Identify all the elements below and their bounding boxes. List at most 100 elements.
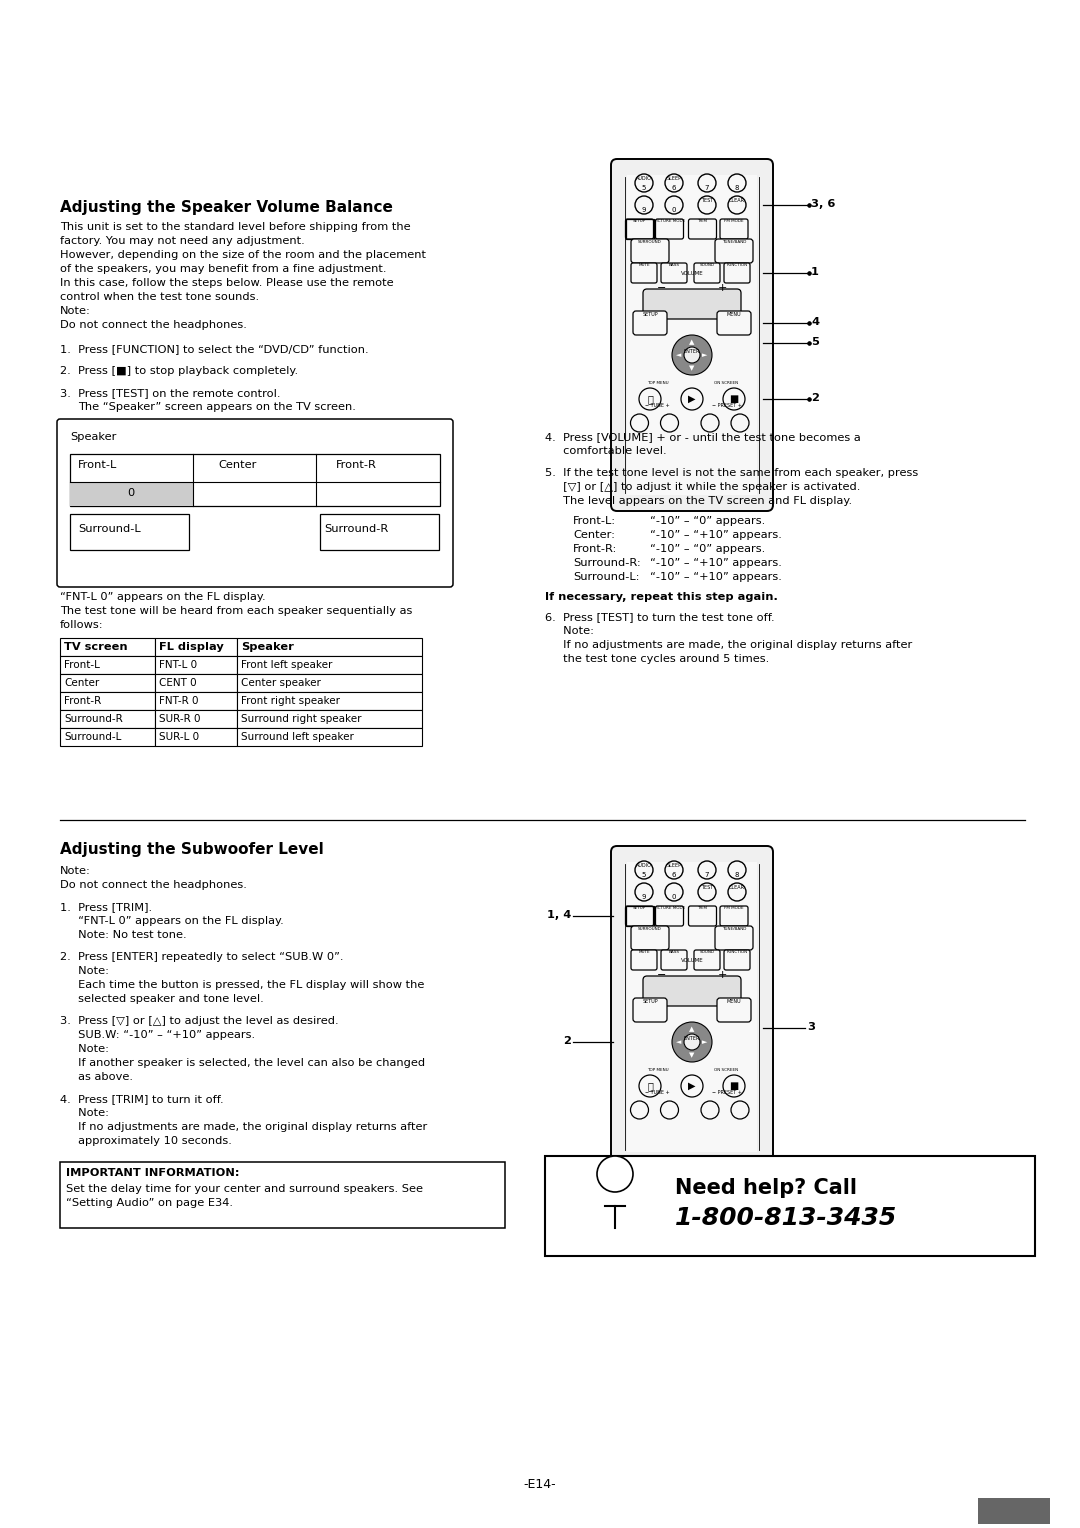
Text: Center: Center <box>218 460 256 471</box>
Circle shape <box>728 883 746 902</box>
Text: FNT-L 0: FNT-L 0 <box>159 660 198 669</box>
Text: 1.  Press [TRIM].: 1. Press [TRIM]. <box>60 902 152 912</box>
Text: Center speaker: Center speaker <box>241 678 321 688</box>
Text: Center: Center <box>64 678 99 688</box>
Text: as above.: as above. <box>60 1073 133 1082</box>
Text: 3.  Press [TEST] on the remote control.: 3. Press [TEST] on the remote control. <box>60 388 281 397</box>
Text: −: − <box>658 283 666 293</box>
Circle shape <box>665 883 683 902</box>
Text: BASS: BASS <box>669 950 679 953</box>
Text: Speaker: Speaker <box>70 432 117 442</box>
Text: The level appears on the TV screen and FL display.: The level appears on the TV screen and F… <box>545 497 852 506</box>
Text: Note:: Note: <box>545 626 594 636</box>
Text: In this case, follow the steps below. Please use the remote: In this case, follow the steps below. Pl… <box>60 278 393 287</box>
Text: If no adjustments are made, the original display returns after: If no adjustments are made, the original… <box>60 1122 428 1132</box>
Bar <box>156 674 237 692</box>
Text: ►: ► <box>702 351 707 358</box>
Text: 3, 6: 3, 6 <box>811 199 835 209</box>
Circle shape <box>631 414 648 432</box>
Text: If another speaker is selected, the level can also be changed: If another speaker is selected, the leve… <box>60 1057 426 1068</box>
Text: factory. You may not need any adjustment.: factory. You may not need any adjustment… <box>60 235 305 246</box>
Bar <box>978 1497 1050 1523</box>
Text: TUNE/BAND: TUNE/BAND <box>721 240 746 244</box>
Text: AUDIO: AUDIO <box>636 176 652 180</box>
Text: “-10” – “+10” appears.: “-10” – “+10” appears. <box>650 571 782 582</box>
Circle shape <box>639 1076 661 1097</box>
Text: TOP MENU: TOP MENU <box>647 380 669 385</box>
Text: −: − <box>658 970 666 979</box>
Text: comfortable level.: comfortable level. <box>545 446 666 455</box>
Text: Surround-L: Surround-L <box>78 524 140 533</box>
Text: Front-L:: Front-L: <box>573 516 616 526</box>
FancyBboxPatch shape <box>633 312 667 335</box>
Text: Speaker: Speaker <box>241 642 294 652</box>
Circle shape <box>635 883 653 902</box>
Text: control when the test tone sounds.: control when the test tone sounds. <box>60 292 259 303</box>
Text: IMPORTANT INFORMATION:: IMPORTANT INFORMATION: <box>66 1167 240 1178</box>
Bar <box>60 674 156 692</box>
Circle shape <box>661 414 678 432</box>
Text: If necessary, repeat this step again.: If necessary, repeat this step again. <box>545 591 778 602</box>
Circle shape <box>723 388 745 410</box>
Text: 5.  If the test tone level is not the same from each speaker, press: 5. If the test tone level is not the sam… <box>545 468 918 478</box>
Text: 1: 1 <box>811 267 819 277</box>
Circle shape <box>665 174 683 193</box>
Text: 1.  Press [FUNCTION] to select the “DVD/CD” function.: 1. Press [FUNCTION] to select the “DVD/C… <box>60 344 368 354</box>
Bar <box>60 656 156 674</box>
Text: FL display: FL display <box>159 642 224 652</box>
Text: Surround-L:: Surround-L: <box>573 571 639 582</box>
Text: Adjusting the Subwoofer Level: Adjusting the Subwoofer Level <box>60 842 324 857</box>
Bar <box>60 1161 505 1229</box>
Text: SETUP: SETUP <box>643 312 658 316</box>
FancyBboxPatch shape <box>643 976 741 1005</box>
Text: [▽] or [△] to adjust it while the speaker is activated.: [▽] or [△] to adjust it while the speake… <box>545 481 861 492</box>
Text: “-10” – “+10” appears.: “-10” – “+10” appears. <box>650 530 782 539</box>
FancyBboxPatch shape <box>631 238 669 263</box>
Circle shape <box>665 860 683 879</box>
Text: SETUP: SETUP <box>633 219 646 223</box>
Text: CLEAR: CLEAR <box>729 885 745 889</box>
Circle shape <box>698 860 716 879</box>
Text: MUTE: MUTE <box>638 263 650 267</box>
Text: TRIM: TRIM <box>698 906 707 911</box>
FancyBboxPatch shape <box>720 219 748 238</box>
Text: SURROUND: SURROUND <box>638 240 662 244</box>
Text: selected speaker and tone level.: selected speaker and tone level. <box>60 995 264 1004</box>
Text: MUTE: MUTE <box>638 950 650 953</box>
Text: ON SCREEN: ON SCREEN <box>715 1068 739 1073</box>
Text: of the speakers, you may benefit from a fine adjustment.: of the speakers, you may benefit from a … <box>60 264 387 274</box>
Bar <box>237 656 422 674</box>
Text: 6: 6 <box>672 872 676 879</box>
FancyBboxPatch shape <box>717 312 751 335</box>
Text: Need help? Call: Need help? Call <box>675 1178 858 1198</box>
Text: 4.  Press [TRIM] to turn it off.: 4. Press [TRIM] to turn it off. <box>60 1094 224 1105</box>
Text: 2.  Press [■] to stop playback completely.: 2. Press [■] to stop playback completely… <box>60 367 298 376</box>
Text: 8: 8 <box>734 872 739 879</box>
FancyBboxPatch shape <box>631 263 657 283</box>
Circle shape <box>731 1102 750 1118</box>
Text: 4.  Press [VOLUME] + or - until the test tone becomes a: 4. Press [VOLUME] + or - until the test … <box>545 432 861 442</box>
Text: -E14-: -E14- <box>524 1478 556 1491</box>
Text: Note: No test tone.: Note: No test tone. <box>60 931 187 940</box>
Circle shape <box>631 1102 648 1118</box>
Text: TRIM: TRIM <box>698 219 707 223</box>
Text: ►: ► <box>702 1039 707 1045</box>
Text: Do not connect the headphones.: Do not connect the headphones. <box>60 880 247 889</box>
Bar <box>625 219 653 238</box>
Text: ▲: ▲ <box>689 339 694 345</box>
Circle shape <box>639 388 661 410</box>
Text: “-10” – “0” appears.: “-10” – “0” appears. <box>650 544 766 555</box>
FancyBboxPatch shape <box>724 950 750 970</box>
Text: Front left speaker: Front left speaker <box>241 660 333 669</box>
Circle shape <box>635 860 653 879</box>
Text: AUDIO: AUDIO <box>636 863 652 868</box>
Text: FUNCTION: FUNCTION <box>727 263 747 267</box>
Text: This unit is set to the standard level before shipping from the: This unit is set to the standard level b… <box>60 222 410 232</box>
Text: Surround-R: Surround-R <box>64 714 123 724</box>
Text: CENT 0: CENT 0 <box>159 678 197 688</box>
Text: 5: 5 <box>811 338 819 347</box>
Text: Center:: Center: <box>573 530 615 539</box>
Text: 7: 7 <box>705 872 710 879</box>
Text: “FNT-L 0” appears on the FL display.: “FNT-L 0” appears on the FL display. <box>60 591 266 602</box>
Text: PICTURE MODE: PICTURE MODE <box>653 219 685 223</box>
